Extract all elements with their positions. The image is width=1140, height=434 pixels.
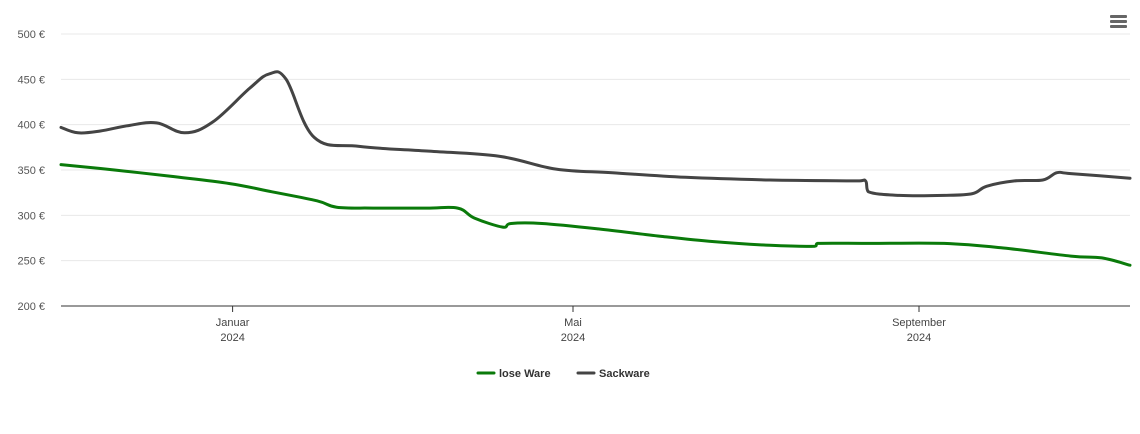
legend-item[interactable]: lose Ware: [476, 368, 551, 380]
y-tick-label: 500 €: [17, 29, 45, 41]
series-line-lose-ware[interactable]: [59, 163, 1132, 267]
y-tick-label: 200 €: [17, 301, 45, 313]
x-tick-year: 2024: [220, 332, 244, 344]
x-axis-ticks: Januar 2024 Mai 2024 September 2024: [216, 306, 946, 344]
y-tick-label: 400 €: [17, 120, 45, 132]
x-tick-label: Januar: [216, 317, 250, 329]
series-lines[interactable]: [59, 70, 1132, 267]
x-tick-year: 2024: [907, 332, 931, 344]
y-tick-label: 450 €: [17, 74, 45, 86]
hamburger-menu-icon[interactable]: [1104, 10, 1132, 34]
y-tick-label: 250 €: [17, 256, 45, 268]
legend[interactable]: lose Ware Sackware: [476, 368, 650, 380]
y-axis-ticks: 200 € 250 € 300 € 350 € 400 € 450 € 500 €: [17, 29, 45, 313]
legend-label: lose Ware: [499, 368, 551, 380]
y-tick-label: 350 €: [17, 165, 45, 177]
legend-label: Sackware: [599, 368, 650, 380]
y-tick-label: 300 €: [17, 210, 45, 222]
x-tick-year: 2024: [561, 332, 585, 344]
legend-item[interactable]: Sackware: [576, 368, 650, 380]
grid: [61, 33, 1130, 262]
series-line-sackware[interactable]: [59, 70, 1132, 198]
x-tick-label: September: [892, 317, 946, 329]
x-tick-label: Mai: [564, 317, 582, 329]
